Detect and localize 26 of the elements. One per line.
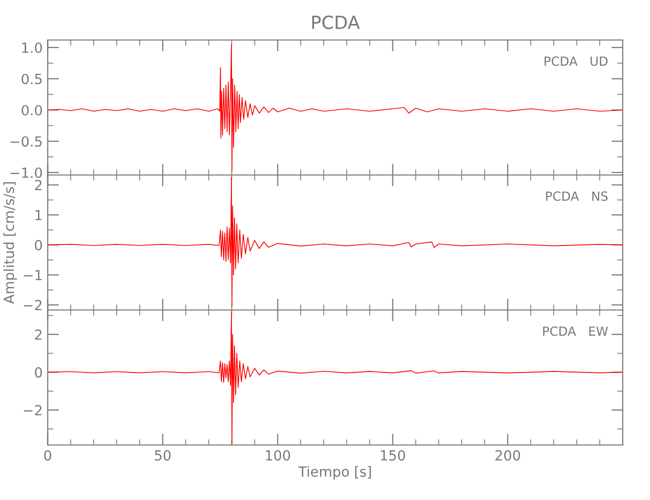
y-tick-label: 0.0 [22, 104, 42, 116]
annotation: PCDA NS [546, 191, 608, 201]
x-tick-label: 0 [44, 450, 52, 461]
line-series [48, 44, 623, 172]
x-tick-label: 50 [154, 450, 171, 461]
y-tick-label: −1 [24, 270, 42, 280]
x-tick-label: 100 [266, 450, 290, 461]
y-tick-label: 0 [34, 367, 42, 378]
y-tick-label: −1.0 [10, 167, 42, 178]
chart-title: PCDA [312, 15, 360, 30]
x-tick-label: 150 [380, 450, 406, 461]
x-tick-label: 200 [495, 450, 520, 461]
y-tick-label: 2 [35, 180, 42, 190]
y-tick-label: 0 [34, 240, 42, 250]
annotation: PCDA EW [543, 326, 608, 336]
y-tick-label: −0.5 [10, 136, 42, 147]
y-tick-label: −2 [24, 404, 42, 416]
x-axis-title: Tiempo [s] [298, 466, 371, 480]
y-tick-label: 0.5 [22, 74, 42, 84]
y-axis-title: Amplitud [cm/s/s] [3, 182, 17, 304]
y-tick-label: −2 [24, 300, 42, 310]
y-tick-label: 1 [36, 210, 42, 220]
y-tick-label: 2 [35, 329, 42, 340]
y-tick-label: 1.0 [22, 42, 42, 53]
line-series [48, 176, 623, 307]
annotation: PCDA UD [544, 56, 608, 66]
